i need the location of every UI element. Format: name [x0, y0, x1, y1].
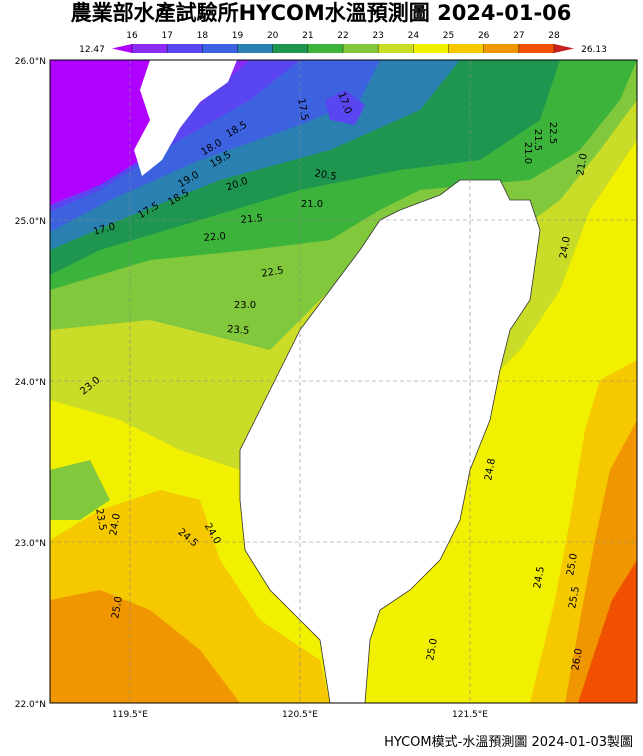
lon-label: 121.5°E	[452, 710, 488, 720]
colorbar-tick-label: 27	[513, 31, 524, 41]
sst-map	[50, 60, 637, 703]
temperature-band	[50, 590, 240, 703]
colorbar-segment	[378, 44, 414, 53]
colorbar-tick-label: 19	[232, 31, 244, 41]
colorbar-tick-label: 23	[372, 31, 383, 41]
taiwan	[239, 179, 541, 703]
colorbar-tick-label: 17	[161, 31, 172, 41]
contour-label: 17.5	[295, 98, 310, 122]
colorbar-segment	[448, 44, 485, 53]
lat-label: 24.0°N	[15, 378, 46, 388]
lat-label: 23.0°N	[15, 539, 46, 549]
colorbar-tick-label: 20	[267, 31, 279, 41]
mainland	[134, 60, 237, 176]
contour-label: 22.5	[261, 265, 285, 280]
contour-label: 21.5	[240, 213, 263, 226]
contour-label: 25.0	[110, 596, 125, 620]
colorbar-segment	[237, 44, 274, 53]
contour-label: 21.0	[522, 142, 533, 164]
contour-label: 25.5	[567, 586, 582, 610]
colorbar-segment	[202, 44, 238, 53]
lon-label: 119.5°E	[112, 710, 148, 720]
colorbar-segment	[272, 44, 309, 53]
colorbar-min-label: 12.47	[79, 45, 105, 55]
contour-label: 25.0	[565, 553, 580, 577]
colorbar-tick-label: 16	[126, 31, 138, 41]
temperature-band	[578, 560, 637, 703]
contour-label: 24.0	[108, 513, 123, 537]
colorbar-low	[112, 44, 132, 53]
map-frame	[49, 59, 638, 704]
contour-label: 21.5	[532, 129, 543, 151]
colorbar-segment	[518, 44, 555, 53]
footer: HYCOM模式-水溫預測圖 2024-01-03製圖	[384, 735, 633, 750]
lat-label: 22.0°N	[15, 700, 46, 710]
colorbar-max-label: 26.13	[581, 45, 607, 55]
lat-label: 26.0°N	[15, 57, 46, 67]
colorbar-tick-label: 26	[478, 31, 490, 41]
colorbar: 16 17 18 19 20 21 22 23 24 25 26 27 28 12.47 26.13	[79, 31, 607, 55]
colorbar-tick-label: 25	[443, 31, 454, 41]
contour-label: 20.5	[314, 168, 338, 183]
colorbar-tick-label: 21	[302, 31, 313, 41]
contour-label: 24.5	[532, 566, 547, 590]
contour-label: 22.5	[547, 122, 558, 144]
colorbar-segment	[167, 44, 203, 53]
lon-label: 120.5°E	[282, 710, 318, 720]
lat-label: 25.0°N	[15, 217, 46, 227]
colorbar-segment	[483, 44, 520, 53]
colorbar-segment	[413, 44, 449, 53]
colorbar-segment	[307, 44, 344, 53]
contour-label: 23.0	[234, 300, 256, 311]
title: 農業部水產試驗所HYCOM水溫預測圖 2024-01-06	[71, 1, 572, 25]
contour-label: 21.0	[575, 153, 590, 177]
contour-label: 23.5	[93, 508, 108, 532]
contour-label: 25.0	[425, 638, 440, 662]
contour-label: 23.5	[227, 324, 250, 337]
contour-label: 22.0	[203, 231, 226, 244]
colorbar-segment	[343, 44, 379, 53]
contour-label: 21.0	[301, 199, 323, 210]
colorbar-tick-label: 24	[408, 31, 420, 41]
colorbar-high	[554, 44, 574, 53]
contour-label: 24.0	[558, 236, 573, 260]
colorbar-tick-label: 28	[548, 31, 560, 41]
colorbar-tick-label: 22	[337, 31, 348, 41]
temperature-band	[325, 90, 365, 125]
colorbar-segment	[132, 44, 168, 53]
contour-label: 24.8	[483, 458, 498, 482]
temperature-band	[50, 460, 110, 520]
colorbar-tick-label: 18	[197, 31, 209, 41]
contour-label: 26.0	[570, 648, 585, 672]
